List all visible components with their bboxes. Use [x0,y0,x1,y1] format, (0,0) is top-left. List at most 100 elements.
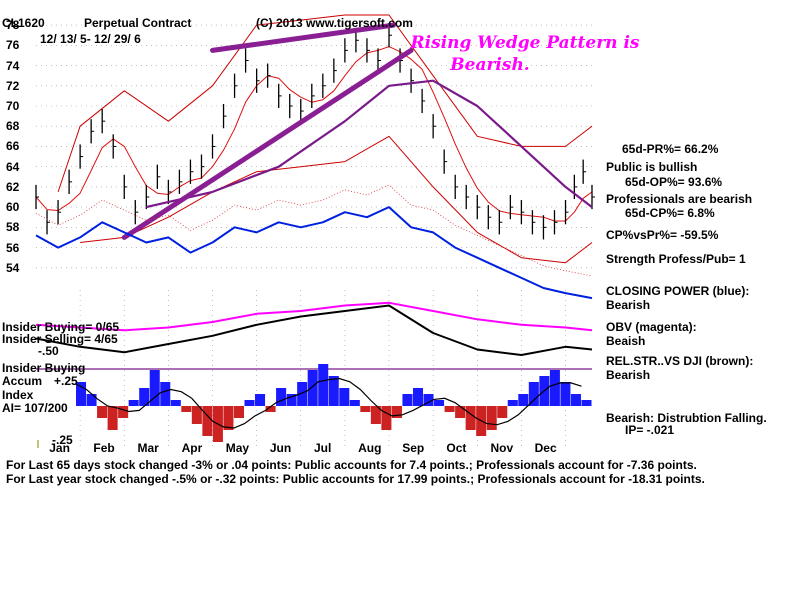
price-tick-64: 64 [6,159,20,174]
accum-bar-negative [118,406,129,418]
price-tick-66: 66 [6,139,20,154]
wedge-upper-line [210,22,396,53]
accum-bar-negative [370,406,381,424]
price-tick-74: 74 [6,58,20,73]
insider-buying-label: Insider Buying= 0/65 [2,320,120,334]
month-label-aug: Aug [358,441,382,455]
accum-bar-negative [486,406,497,430]
indicator-11: REL.STR..VS DJI (brown): [606,354,754,368]
wedge-annotation-line1: Rising Wedge Pattern is [410,33,640,53]
contract-label: Perpetual Contract [84,16,192,30]
accum-bar-negative [107,406,118,430]
accum-bar-positive [170,400,181,406]
accum-bar-negative [265,406,276,412]
accum-bar-positive [286,394,297,406]
month-label-apr: Apr [181,441,203,455]
indicator-6: Strength Profess/Pub= 1 [606,252,746,266]
accum-bar-positive [297,382,308,406]
footer-line-2: For Last year stock changed -.5% or -.32… [6,472,705,486]
accum-bar-positive [307,370,318,406]
accum-bar-positive [339,388,350,406]
indicator-12: Bearish [606,368,651,382]
accum-bar-positive [402,394,413,406]
date-range-label: 12/ 13/ 5- 12/ 29/ 6 [40,32,141,46]
accum-bar-positive [139,388,150,406]
accum-bar-positive [412,388,424,406]
insider-selling-label: Insider Selling= 4/65 [2,332,118,346]
accum-bar-positive [318,364,329,406]
minus25-label: -.25 [52,433,73,447]
indicator-14: IP= -.021 [625,423,675,437]
accum-ma-line [75,377,582,429]
insider-buying-line-label: Insider Buying [2,361,86,375]
accum-bar-positive [328,376,339,406]
accum-bar-positive [149,370,160,406]
price-tick-76: 76 [6,38,20,53]
accum-bar-negative [360,406,371,412]
accum-bar-negative [465,406,476,430]
closing-power-line [35,206,593,300]
accum-bar-positive [434,400,445,406]
band-upper-line [57,14,593,193]
month-label-feb: Feb [93,441,115,455]
footer-line-1: For Last 65 days stock changed -3% or .0… [6,458,697,472]
accum-bar-positive [244,400,255,406]
symbol-label: CL1620 [2,16,45,30]
indicator-9: OBV (magenta): [606,320,697,334]
accum-bar-positive [507,400,518,406]
accum-bar-positive [86,394,97,406]
month-label-may: May [225,441,250,455]
month-label-dec: Dec [534,441,557,455]
accum-bar-positive [160,382,171,406]
accum-bar-negative [497,406,508,418]
band-lower-line [80,135,593,264]
accum-bar-negative [181,406,192,412]
accum-bar-positive [423,394,434,406]
accum-bar-negative [233,406,244,418]
month-label-jun: Jun [269,441,292,455]
accum-bar-positive [549,370,560,406]
indicator-13: Bearish: Distrubtion Falling. [606,411,767,425]
rel-str-line [35,304,593,356]
month-label-nov: Nov [490,441,514,455]
wedge-annotation-line2: Bearish. [450,55,530,75]
month-label-mar: Mar [137,441,159,455]
month-label-oct: Oct [446,441,467,455]
accum-bar-positive [128,400,139,406]
indicator-7: CLOSING POWER (blue): [606,284,750,298]
accum-bar-negative [455,406,466,418]
price-tick-70: 70 [6,99,20,113]
indicator-1: Public is bullish [606,160,698,174]
accum-bar-positive [518,394,529,406]
accum-bar-negative [391,406,402,418]
accum-bar-positive [560,382,571,406]
accum-bar-positive [255,394,266,406]
accum-bar-positive [276,388,287,406]
wedge-lower-line [121,47,414,240]
purple-ma-line [146,79,593,209]
indicator-5: CP%vsPr%= -59.5% [606,228,719,242]
accum-bar-positive [570,394,581,406]
indicator-8: Bearish [606,298,651,312]
obv-line [35,301,593,332]
month-label-jan: Jan [49,441,70,455]
accum-bar-positive [581,400,592,406]
price-tick-72: 72 [6,78,20,93]
copyright-label: (C) 2013 www.tigersoft.com [256,16,413,30]
price-tick-58: 58 [6,220,20,235]
plus25-label: +.25 [54,374,78,388]
indicator-10: Beaish [606,334,646,348]
accum-label: Accum [2,374,43,388]
indicator-0: 65d-PR%= 66.2% [622,142,719,156]
accum-bar-positive [76,382,87,406]
indicator-3: Professionals are bearish [606,192,753,206]
accum-bar-positive [349,400,360,406]
closing-power-ma-line [35,184,593,277]
accum-bar-negative [97,406,108,418]
accum-bar-negative [202,406,213,436]
month-label-jul: Jul [314,441,332,455]
accum-bar-negative [381,406,392,430]
price-tick-60: 60 [6,200,20,215]
indicator-2: 65d-OP%= 93.6% [625,175,723,189]
